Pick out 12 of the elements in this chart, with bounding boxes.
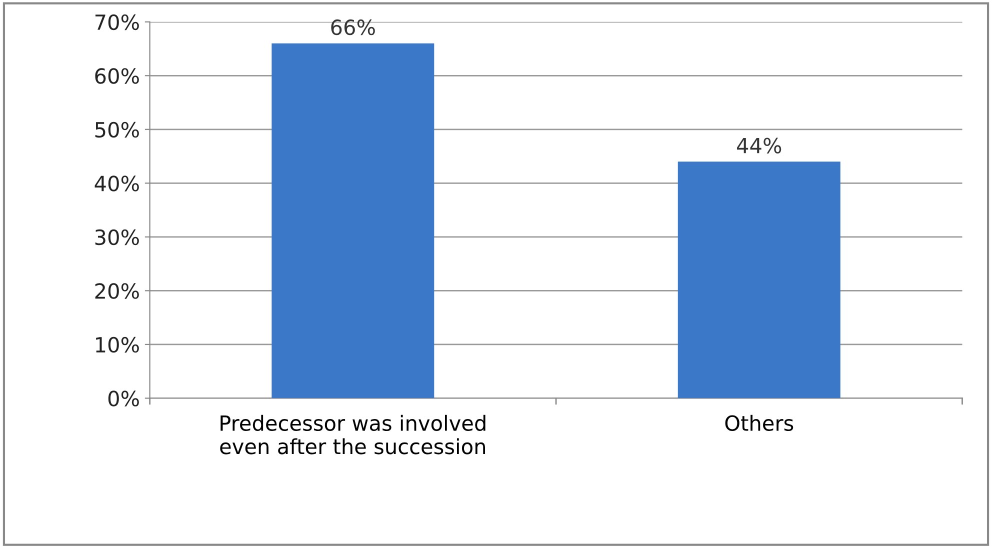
y-tick-label: 20%: [95, 283, 139, 299]
y-tick-label: 60%: [95, 68, 139, 84]
y-tick-label: 10%: [96, 336, 139, 353]
x-tick-label: Predecessor was involved even after the succession: [220, 414, 486, 454]
data-label: 66%: [331, 19, 375, 36]
y-tick-label: 40%: [94, 176, 139, 192]
y-tick-label: 30%: [95, 229, 139, 246]
y-tick-label: 50%: [95, 122, 139, 138]
data-label: 44%: [736, 138, 782, 154]
y-tick-label: 70%: [95, 14, 139, 30]
y-tick-label: 0%: [108, 390, 139, 406]
x-tick-label: Others: [725, 414, 794, 432]
